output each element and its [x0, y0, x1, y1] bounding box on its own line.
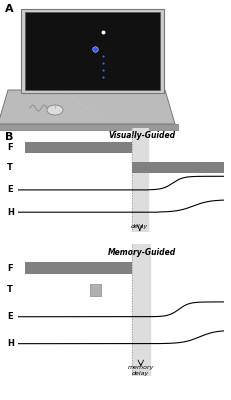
Text: E: E [7, 312, 13, 321]
Polygon shape [0, 124, 178, 130]
Bar [132, 162, 224, 173]
Text: H: H [7, 339, 14, 348]
FancyBboxPatch shape [25, 12, 160, 90]
Bar [91, 284, 101, 296]
Bar [25, 142, 132, 153]
Text: T: T [7, 163, 13, 172]
Bar [25, 262, 132, 274]
FancyBboxPatch shape [21, 9, 164, 93]
Text: H: H [7, 208, 14, 217]
Text: memory
delay: memory delay [128, 366, 154, 376]
Bar [132, 128, 148, 232]
Polygon shape [0, 90, 175, 124]
Text: B: B [5, 132, 13, 142]
Bar [132, 244, 150, 376]
Text: delay: delay [131, 224, 148, 229]
Text: A: A [5, 4, 14, 14]
Text: F: F [7, 143, 13, 152]
Text: F: F [7, 264, 13, 273]
Text: T: T [7, 285, 13, 294]
Text: Memory-Guided: Memory-Guided [108, 248, 176, 257]
Ellipse shape [47, 105, 63, 115]
Text: Visually-Guided: Visually-Guided [108, 131, 175, 140]
Text: E: E [7, 186, 13, 194]
